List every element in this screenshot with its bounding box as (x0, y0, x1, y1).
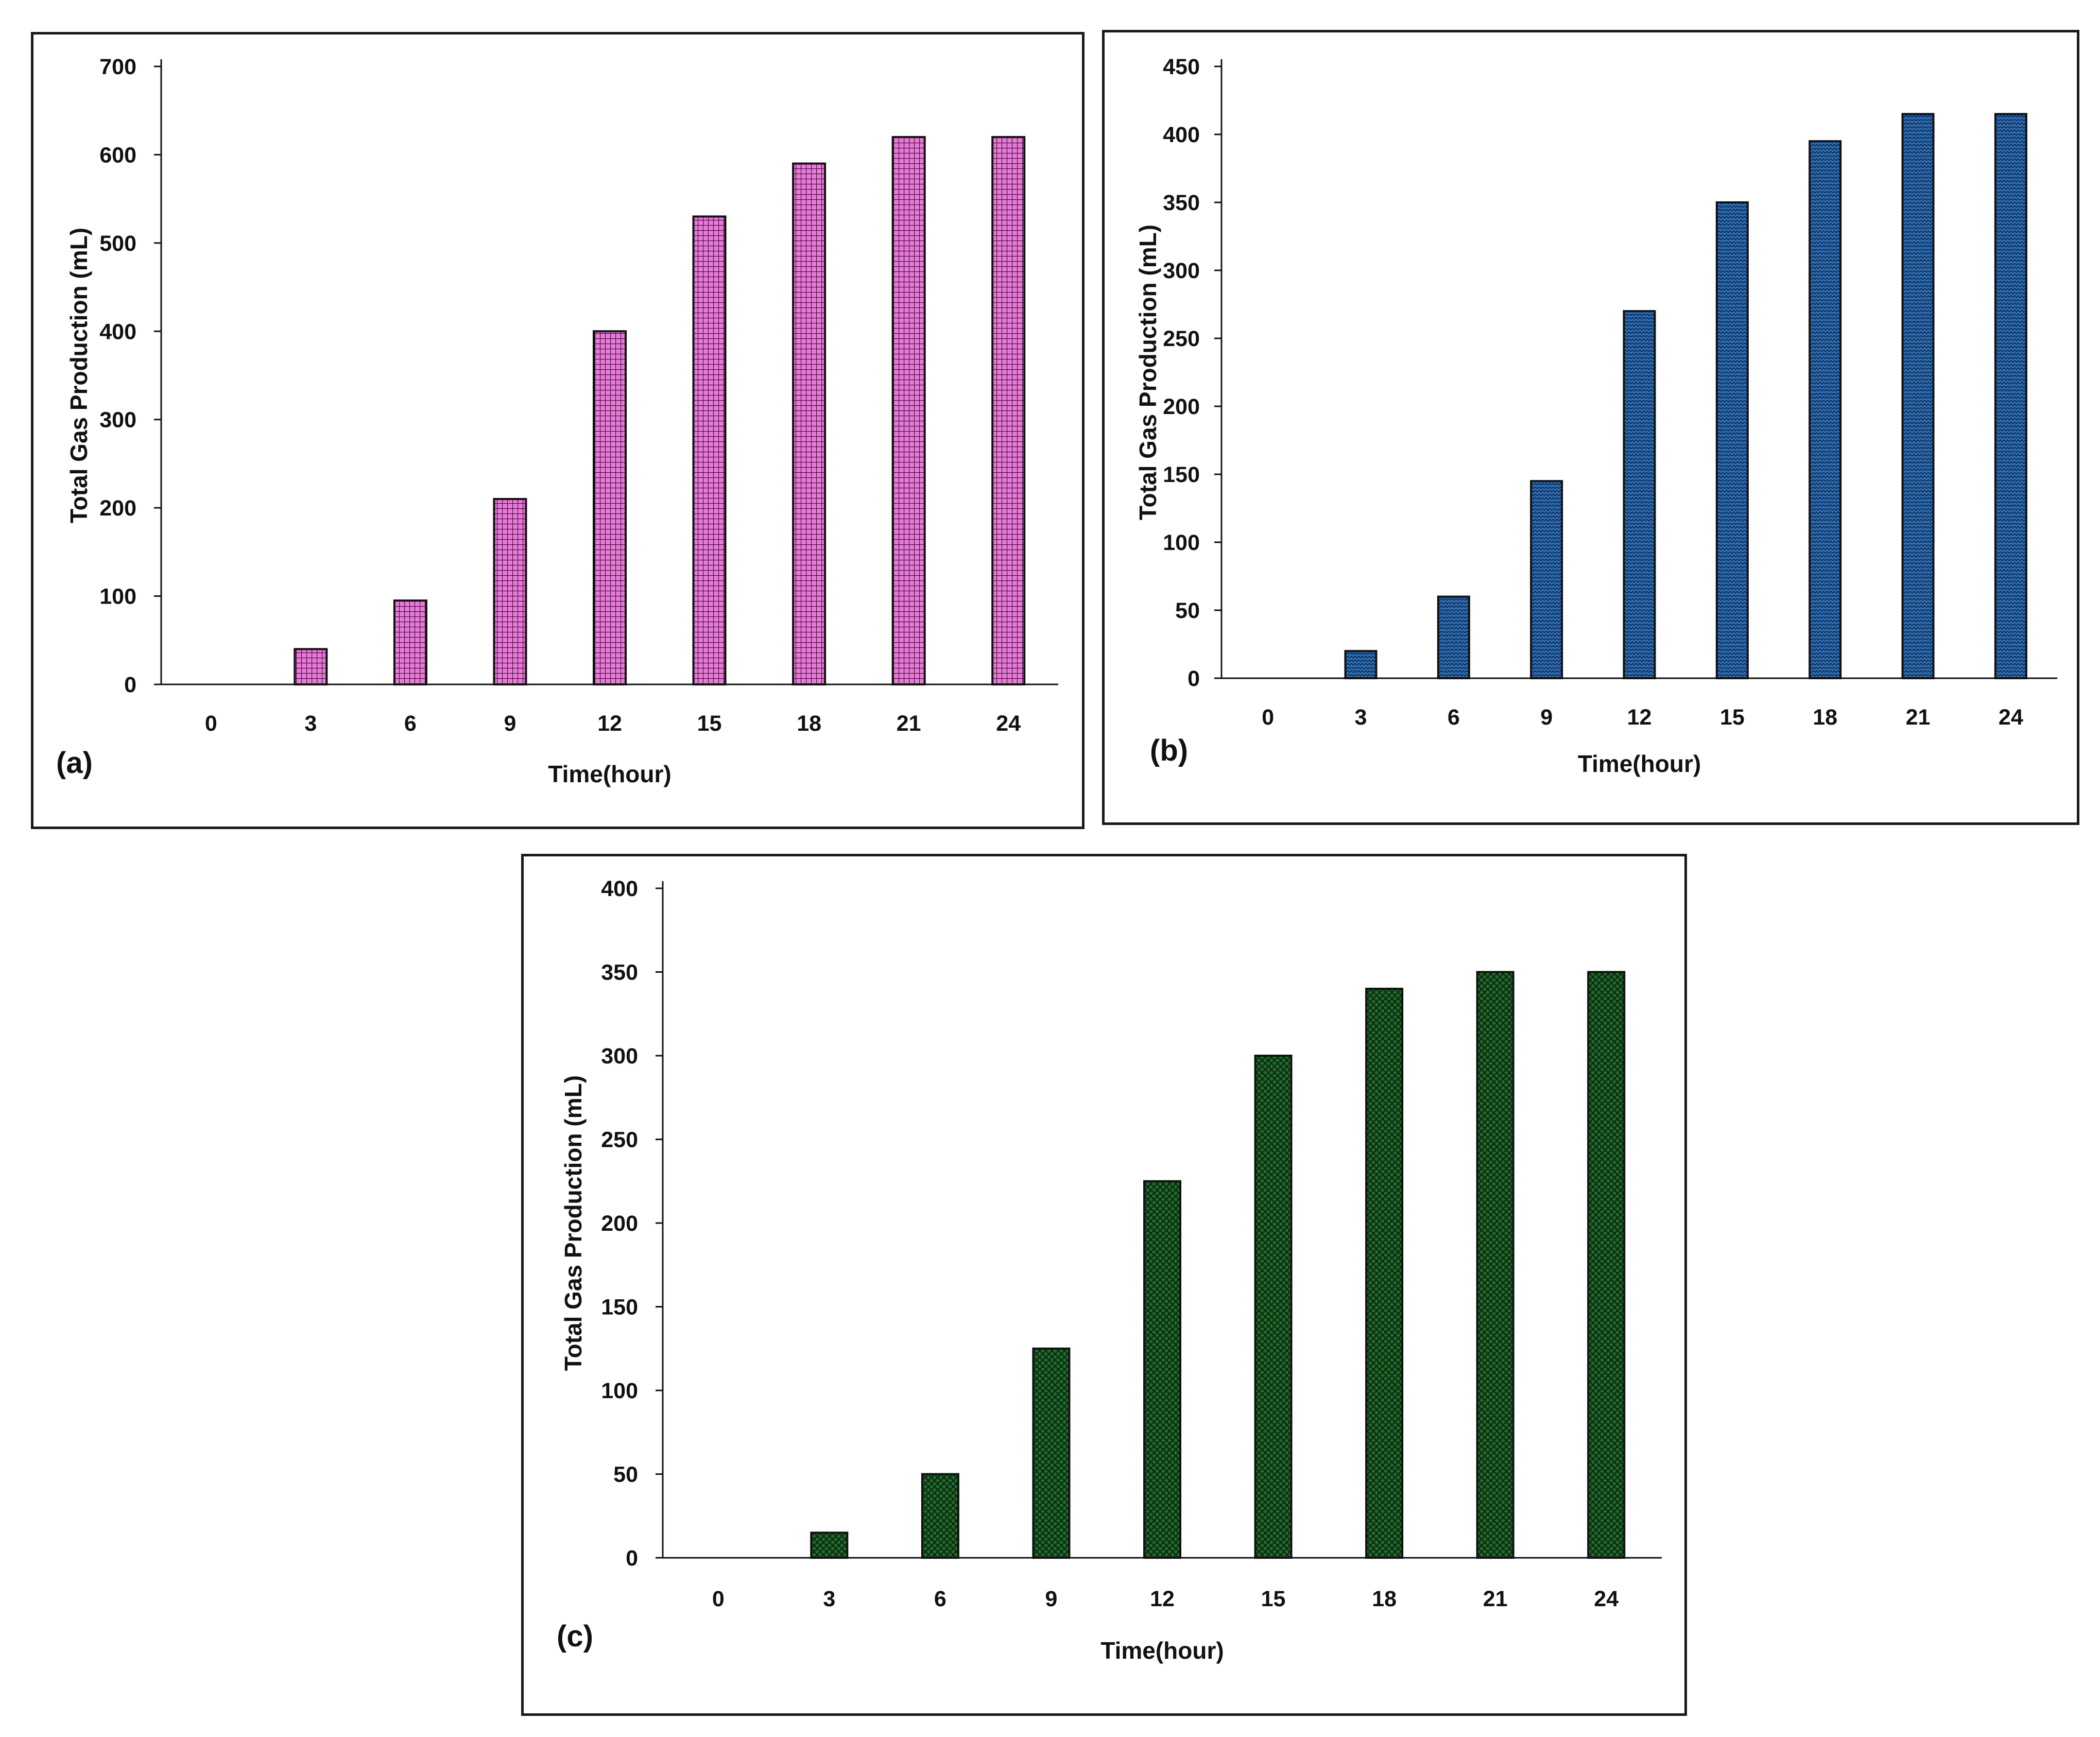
x-tick-label: 15 (1720, 705, 1745, 730)
y-tick-label: 100 (601, 1379, 638, 1403)
bar-6 (393, 599, 427, 685)
y-tick-label: 100 (99, 584, 136, 609)
x-tick-label: 15 (1261, 1587, 1286, 1611)
x-tick-label: 6 (1448, 705, 1460, 730)
bar-18 (1365, 988, 1404, 1559)
bar-18 (792, 162, 827, 686)
bar-chart-b: 0 50 100 150 200 250 300 350 400 450 0 3 6 9 12 15 18 21 2… (1134, 55, 2057, 777)
bar-15 (692, 215, 727, 685)
y-tick-label: 200 (1163, 394, 1200, 419)
y-tick-label: 350 (601, 960, 638, 985)
y-tick-label: 0 (626, 1546, 638, 1571)
y-tick-label: 0 (1187, 666, 1200, 691)
x-tick-label: 15 (697, 711, 722, 736)
x-tick-label: 21 (1906, 705, 1931, 730)
y-axis-title: Total Gas Production (mL) (1134, 225, 1161, 520)
y-tick-label: 350 (1163, 191, 1200, 215)
x-tick-label: 3 (1355, 705, 1367, 730)
x-axis-title: Time(hour) (1578, 750, 1701, 777)
bar-3 (1344, 650, 1378, 679)
x-tick-label: 24 (996, 711, 1021, 736)
y-tick-label: 250 (1163, 326, 1200, 351)
bar-12 (593, 330, 627, 685)
x-tick-label: 3 (304, 711, 317, 736)
chart-panel-b: 0 50 100 150 200 250 300 350 400 450 0 3 6 9 12 15 18 21 2… (1102, 30, 2079, 825)
y-tick-label: 300 (99, 408, 136, 433)
y-tick-label: 700 (99, 55, 136, 79)
x-axis-title: Time(hour) (1100, 1637, 1224, 1664)
x-tick-label: 12 (1150, 1587, 1175, 1611)
x-tick-label: 6 (934, 1587, 946, 1611)
y-tick-label: 200 (601, 1211, 638, 1236)
panel-label: (c) (557, 1620, 593, 1653)
y-tick-label: 400 (1163, 123, 1200, 147)
y-tick-label: 200 (99, 496, 136, 521)
y-tick-label: 400 (99, 319, 136, 344)
x-tick-label: 12 (1627, 705, 1652, 730)
bar-3 (294, 648, 328, 686)
x-tick-label: 3 (823, 1587, 835, 1611)
y-tick-label: 150 (601, 1295, 638, 1320)
x-tick-label: 0 (205, 711, 217, 736)
bar-12 (1143, 1180, 1181, 1559)
x-tick-label: 6 (404, 711, 417, 736)
x-tick-label: 21 (897, 711, 921, 736)
y-tick-label: 100 (1163, 530, 1200, 555)
panel-label: (a) (56, 746, 93, 780)
y-tick-label: 500 (99, 231, 136, 256)
bar-21 (1901, 113, 1935, 679)
y-tick-label: 50 (1175, 598, 1200, 623)
x-tick-label: 12 (597, 711, 622, 736)
chart-panel-c: 0 50 100 150 200 250 300 350 400 0 3 6 9 12 15 18 21 24 Ti… (521, 854, 1687, 1716)
x-tick-label: 9 (1045, 1587, 1057, 1611)
x-tick-label: 24 (1999, 705, 2023, 730)
bar-15 (1715, 201, 1749, 679)
bar-24 (1587, 971, 1626, 1559)
y-axis-title: Total Gas Production (mL) (560, 1075, 587, 1371)
x-tick-label: 18 (797, 711, 821, 736)
bar-3 (810, 1532, 849, 1559)
x-tick-label: 0 (712, 1587, 725, 1611)
x-tick-label: 21 (1483, 1587, 1508, 1611)
bar-9 (493, 498, 527, 685)
y-tick-label: 50 (613, 1463, 638, 1487)
x-tick-label: 24 (1594, 1587, 1619, 1611)
y-tick-label: 150 (1163, 462, 1200, 487)
x-tick-label: 9 (504, 711, 516, 736)
bar-21 (891, 136, 926, 686)
bar-6 (1437, 595, 1470, 679)
x-tick-label: 9 (1540, 705, 1553, 730)
y-tick-label: 600 (99, 143, 136, 167)
y-tick-label: 400 (601, 876, 638, 901)
bar-21 (1476, 971, 1514, 1559)
bar-6 (921, 1473, 959, 1559)
y-tick-label: 250 (601, 1128, 638, 1153)
chart-panel-a: 0 100 200 300 400 500 600 700 0 3 6 9 12 15 18 21 24 Time… (31, 32, 1085, 829)
bar-chart-c: 0 50 100 150 200 250 300 350 400 0 3 6 9 12 15 18 21 24 Ti… (557, 876, 1662, 1664)
y-tick-label: 0 (124, 673, 136, 697)
y-tick-label: 300 (601, 1044, 638, 1069)
bar-18 (1809, 140, 1842, 680)
panel-label: (b) (1150, 734, 1188, 767)
bar-12 (1623, 310, 1656, 679)
x-tick-label: 0 (1262, 705, 1274, 730)
y-tick-label: 300 (1163, 259, 1200, 283)
bar-15 (1254, 1055, 1293, 1559)
bar-24 (1994, 113, 2027, 679)
x-axis-title: Time(hour) (548, 761, 671, 787)
x-tick-label: 18 (1372, 1587, 1397, 1611)
y-tick-label: 450 (1163, 55, 1200, 79)
bar-9 (1530, 480, 1563, 679)
x-tick-label: 18 (1813, 705, 1837, 730)
bar-9 (1032, 1347, 1071, 1559)
bar-24 (991, 136, 1026, 686)
bar-chart-a: 0 100 200 300 400 500 600 700 0 3 6 9 12 15 18 21 24 Time… (56, 55, 1058, 787)
y-axis-title: Total Gas Production (mL) (65, 228, 92, 523)
